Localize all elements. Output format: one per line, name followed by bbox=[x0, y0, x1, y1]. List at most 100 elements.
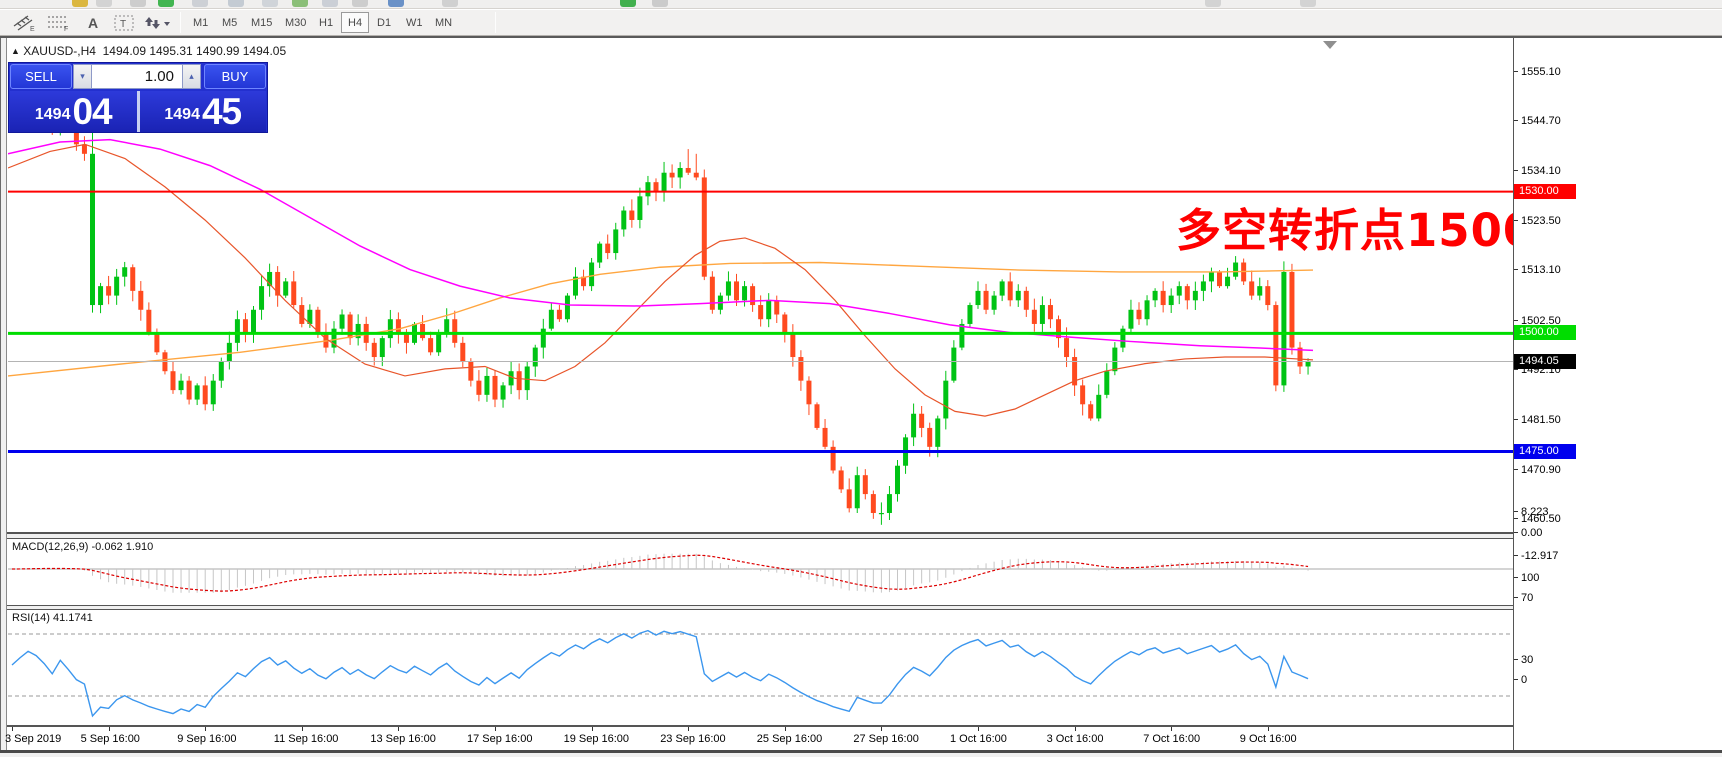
buy-price-display[interactable]: 1494 45 bbox=[139, 91, 266, 132]
rsi-scale-label: 70 bbox=[1514, 592, 1533, 604]
text-label-tool-icon[interactable]: T bbox=[110, 11, 138, 34]
timeframe-m5-button[interactable]: M5 bbox=[222, 16, 238, 29]
chart-text-annotation: 多空转折点1500 bbox=[1176, 204, 1536, 257]
macd-canvas[interactable] bbox=[8, 539, 1513, 605]
time-label: 25 Sep 16:00 bbox=[756, 733, 823, 745]
clipped-icon bbox=[1205, 0, 1221, 7]
chart-symbol: XAUUSD-,H4 bbox=[23, 44, 96, 58]
macd-label: MACD(12,26,9) -0.062 1.910 bbox=[12, 541, 154, 553]
time-label: 9 Sep 16:00 bbox=[177, 733, 237, 745]
buy-button[interactable]: BUY bbox=[204, 64, 266, 89]
time-label: 11 Sep 16:00 bbox=[273, 733, 339, 745]
time-label: 1 Oct 16:00 bbox=[950, 733, 1007, 745]
svg-text:T: T bbox=[120, 19, 126, 30]
time-tick bbox=[398, 727, 400, 731]
time-tick bbox=[591, 727, 593, 731]
time-tick bbox=[1267, 727, 1269, 731]
time-label: 3 Oct 16:00 bbox=[1046, 733, 1104, 745]
toolbar-separator bbox=[180, 12, 181, 33]
time-tick bbox=[1171, 727, 1173, 731]
timeframe-m1-button[interactable]: M1 bbox=[193, 16, 209, 29]
clipped-icon bbox=[292, 0, 308, 7]
time-label: 5 Sep 16:00 bbox=[80, 733, 140, 745]
price-line-badge: 1530.00 bbox=[1514, 183, 1576, 199]
buy-price-small: 1494 bbox=[164, 106, 200, 123]
time-tick bbox=[1074, 727, 1076, 731]
rsi-canvas[interactable] bbox=[8, 610, 1513, 725]
clipped-icon bbox=[228, 0, 244, 7]
time-label: 13 Sep 16:00 bbox=[370, 733, 436, 745]
price-tick: 1481.50 bbox=[1514, 414, 1561, 426]
time-axis[interactable]: 3 Sep 2019 5 Sep 16:00 9 Sep 16:00 11 Sep 1… bbox=[5, 727, 1513, 750]
time-tick bbox=[978, 727, 979, 731]
clipped-icon bbox=[322, 0, 338, 7]
volume-decrease-button[interactable]: ▾ bbox=[73, 64, 92, 89]
collapse-arrow-icon[interactable]: ▲ bbox=[11, 46, 20, 56]
toolbar-separator bbox=[495, 12, 496, 33]
text-tool-icon[interactable]: A bbox=[87, 14, 99, 31]
clipped-icon bbox=[620, 0, 636, 7]
price-axis[interactable]: 1555.10 1544.70 1534.10 1523.50 1513.10 1502.… bbox=[1514, 38, 1722, 750]
main-chart-canvas[interactable] bbox=[8, 40, 1513, 532]
window-bottom-border bbox=[0, 750, 1722, 753]
macd-scale-label: 8.223 bbox=[1514, 506, 1549, 518]
clipped-icon bbox=[652, 0, 668, 7]
panel-separator[interactable] bbox=[7, 532, 1722, 539]
rsi-label: RSI(14) 41.1741 bbox=[12, 612, 93, 624]
panel-separator[interactable] bbox=[7, 605, 1722, 610]
ma-slow bbox=[8, 261, 1314, 377]
panel-separator bbox=[7, 725, 1722, 727]
time-label: 3 Sep 2019 bbox=[5, 733, 62, 745]
price-tick: 1470.90 bbox=[1514, 464, 1561, 476]
ma-fast bbox=[8, 143, 1314, 417]
time-tick bbox=[301, 727, 303, 731]
svg-text:F: F bbox=[64, 26, 68, 32]
svg-text:E: E bbox=[30, 26, 35, 32]
price-tick: 1534.10 bbox=[1514, 165, 1561, 177]
clipped-icon bbox=[352, 0, 368, 7]
time-label: 27 Sep 16:00 bbox=[853, 733, 919, 745]
ma-mid bbox=[8, 138, 1314, 352]
arrows-tool-icon[interactable] bbox=[140, 11, 174, 34]
clipped-icon bbox=[1300, 0, 1316, 7]
timeframe-w1-button[interactable]: W1 bbox=[406, 16, 423, 29]
buy-price-big: 45 bbox=[201, 91, 242, 132]
equidistant-channel-icon[interactable]: E bbox=[10, 11, 40, 34]
rsi-scale-label: 0 bbox=[1514, 674, 1527, 686]
volume-input[interactable] bbox=[92, 64, 182, 89]
price-axis-border bbox=[1513, 38, 1514, 750]
bid-price-badge: 1494.05 bbox=[1514, 353, 1576, 369]
chart-shift-marker-icon[interactable] bbox=[1323, 41, 1337, 49]
timeframe-mn-button[interactable]: MN bbox=[435, 16, 453, 29]
timeframe-h1-button[interactable]: H1 bbox=[319, 16, 334, 29]
price-line-badge: 1500.00 bbox=[1514, 325, 1576, 341]
clipped-icon bbox=[388, 0, 404, 7]
clipped-icon bbox=[262, 0, 278, 7]
chart-title: ▲ XAUUSD-,H4 1494.09 1495.31 1490.99 149… bbox=[11, 44, 286, 58]
sell-price-display[interactable]: 1494 04 bbox=[10, 91, 137, 132]
time-tick bbox=[881, 727, 883, 731]
clipped-icon bbox=[442, 0, 458, 7]
sell-price-big: 04 bbox=[72, 91, 112, 132]
time-tick bbox=[108, 727, 110, 731]
rsi-scale-label: 100 bbox=[1514, 572, 1539, 584]
clipped-icon bbox=[96, 0, 112, 7]
timeframe-m15-button[interactable]: M15 bbox=[251, 16, 273, 29]
rsi-scale-label: 30 bbox=[1514, 654, 1533, 666]
time-tick bbox=[205, 727, 207, 731]
price-tick: 1555.10 bbox=[1514, 66, 1561, 78]
volume-increase-button[interactable]: ▴ bbox=[182, 64, 201, 89]
price-tick: 1523.50 bbox=[1514, 215, 1561, 227]
sell-button[interactable]: SELL bbox=[10, 64, 72, 89]
timeframe-m30-button[interactable]: M30 bbox=[285, 16, 307, 29]
timeframe-d1-button[interactable]: D1 bbox=[377, 16, 392, 29]
price-line-badge: 1475.00 bbox=[1514, 443, 1576, 459]
fibonacci-icon[interactable]: F bbox=[44, 11, 74, 34]
toolbar: E F A T bbox=[0, 10, 1722, 36]
sell-price-small: 1494 bbox=[34, 106, 71, 123]
one-click-trading-panel: SELL ▾ ▴ BUY 1494 04 1494 45 bbox=[8, 62, 268, 133]
timeframe-h4-button[interactable]: H4 bbox=[341, 12, 370, 33]
chart-ohlc-values: 1494.09 1495.31 1490.99 1494.05 bbox=[102, 44, 287, 58]
clipped-icon bbox=[192, 0, 208, 7]
